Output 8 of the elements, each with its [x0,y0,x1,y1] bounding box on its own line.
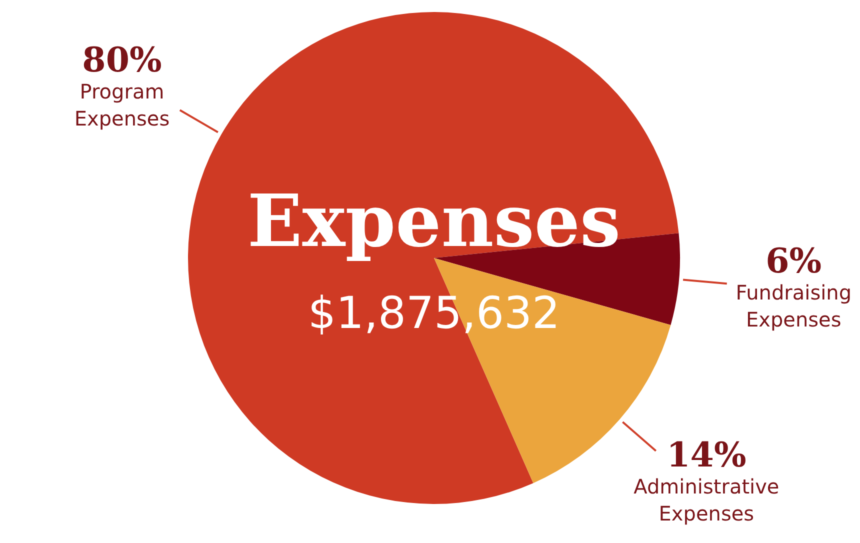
data-label: 80% [82,40,162,80]
text: Expenses [247,178,621,263]
text: $1,875,632 [308,288,560,339]
data-label: 6% [766,242,822,282]
slice-label: Fundraising Expenses [736,280,852,332]
slice-label: Program Expenses [74,79,170,130]
slice-label: Administrative Expenses [634,474,780,526]
data-label: 14% [666,436,746,476]
